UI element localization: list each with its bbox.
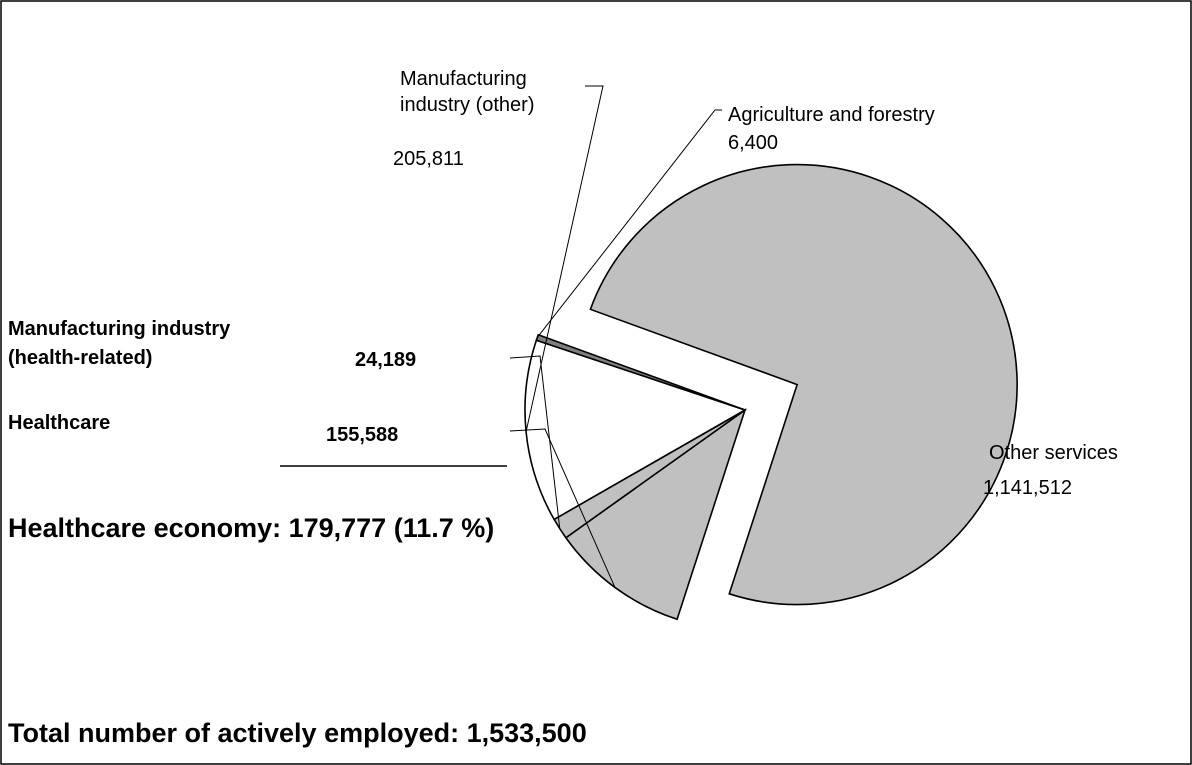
label-other-services: Other services	[989, 442, 1118, 464]
value-agriculture: 6,400	[728, 132, 778, 154]
label-manufacturing-other: Manufacturing industry (other)	[400, 68, 535, 116]
label-manufacturing-health-line1: Manufacturing industry	[8, 318, 231, 340]
total-employed-annotation: Total number of actively employed: 1,533…	[8, 718, 587, 748]
leader-lines	[509, 85, 722, 588]
label-healthcare: Healthcare	[8, 412, 110, 434]
leader-line-manufacturing-other	[525, 85, 604, 432]
label-manufacturing-health-line2: (health-related)	[8, 347, 152, 369]
leader-line-manufacturing-health	[509, 355, 561, 529]
pie-slice-other-services	[589, 163, 1018, 606]
pie-slice-agriculture	[535, 333, 746, 411]
pie-slices	[524, 163, 1018, 621]
label-manufacturing-other-line2: industry (other)	[400, 94, 535, 116]
value-manufacturing-other: 205,811	[393, 148, 464, 170]
label-manufacturing-health: Manufacturing industry (health-related)	[8, 318, 236, 369]
leader-line-agriculture	[536, 109, 722, 338]
value-other-services: 1,141,512	[983, 477, 1072, 499]
leader-line-healthcare	[509, 428, 616, 588]
label-agriculture: Agriculture and forestry	[728, 104, 935, 126]
value-manufacturing-health: 24,189	[355, 349, 416, 371]
label-manufacturing-other-line1: Manufacturing	[400, 68, 527, 90]
healthcare-economy-annotation: Healthcare economy: 179,777 (11.7 %)	[8, 513, 494, 543]
value-healthcare: 155,588	[326, 424, 398, 446]
